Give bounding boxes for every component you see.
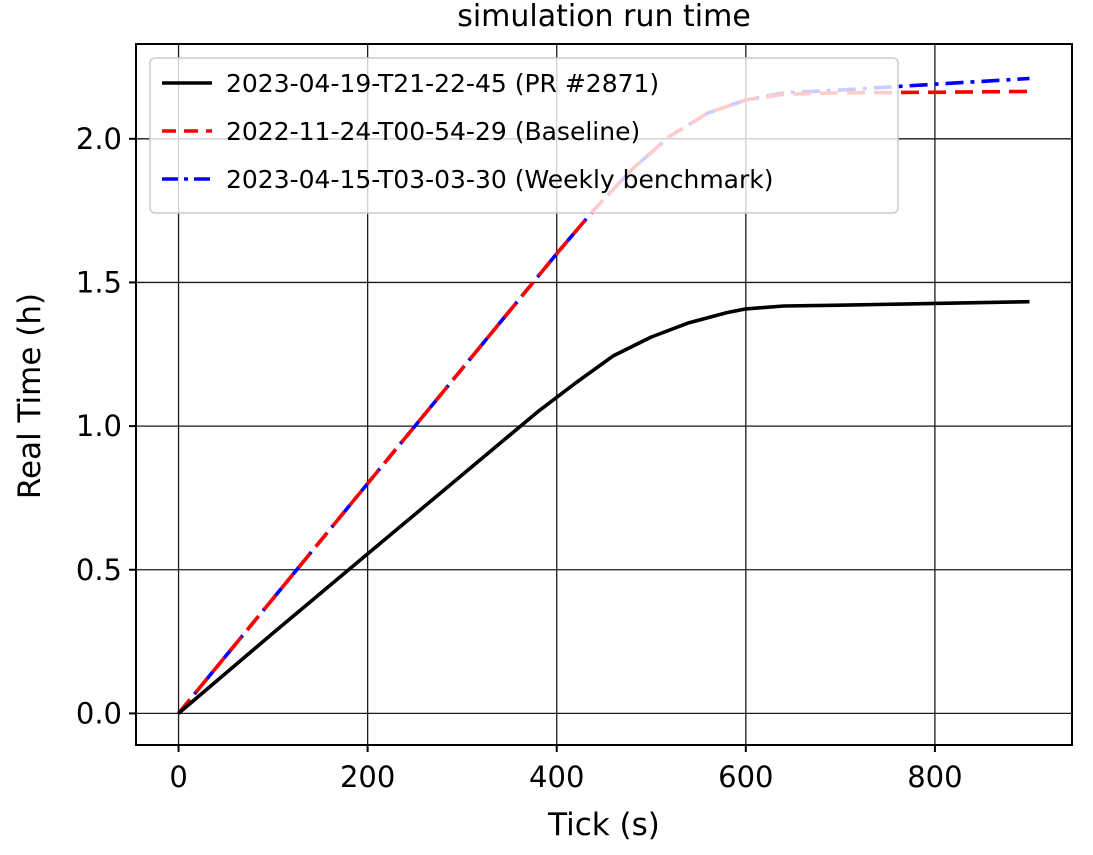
legend: 2023-04-19-T21-22-45 (PR #2871) 2022-11-2…	[149, 57, 899, 214]
y-tick-label: 1.5	[76, 265, 122, 299]
y-tick-label: 2.0	[76, 122, 122, 156]
x-tick-label: 600	[718, 760, 773, 794]
plot-frame	[135, 43, 1073, 746]
chart-title: simulation run time	[457, 0, 751, 34]
y-tick-label: 0.5	[76, 553, 122, 587]
x-tick-label: 800	[907, 760, 962, 794]
y-axis-label: Real Time (h)	[12, 293, 48, 499]
legend-label: 2023-04-19-T21-22-45 (PR #2871)	[226, 69, 659, 98]
x-tick-label: 0	[169, 760, 187, 794]
legend-label: 2022-11-24-T00-54-29 (Baseline)	[226, 117, 640, 146]
y-tick-label: 1.0	[76, 409, 122, 443]
legend-box	[149, 57, 899, 214]
series-2023-04-19-t21-22-45-pr-2871-line	[177, 299, 1030, 715]
legend-label: 2023-04-15-T03-03-30 (Weekly benchmark)	[226, 165, 774, 194]
x-axis-label: Tick (s)	[547, 807, 660, 843]
ticks: 0 200 400 600 800 0.0 0.5 1.0 1.5 2.0	[76, 122, 963, 794]
x-tick-label: 200	[340, 760, 395, 794]
y-tick-label: 0.0	[76, 696, 122, 730]
x-tick-label: 400	[529, 760, 584, 794]
